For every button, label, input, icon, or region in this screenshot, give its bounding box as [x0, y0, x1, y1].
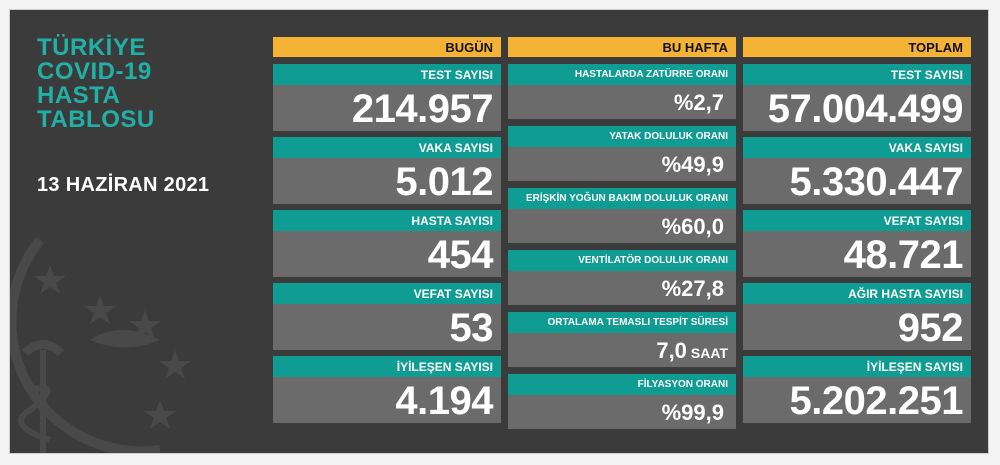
card-value: 5.202.251 [743, 377, 971, 423]
title-line: COVID-19 [37, 58, 152, 85]
week-bed-card: YATAK DOLULUK ORANI %49,9 [508, 126, 736, 181]
covid-dashboard: TÜRKİYE COVID-19 HASTA TABLOSU 13 HAZİRA… [9, 9, 989, 454]
card-label: HASTALARDA ZATÜRRE ORANI [508, 64, 736, 85]
total-header: TOPLAM [743, 37, 971, 57]
card-value: %99,9 [508, 395, 736, 429]
card-value: 952 [743, 304, 971, 350]
week-icu-card: ERİŞKİN YOĞUN BAKIM DOLULUK ORANI %60,0 [508, 188, 736, 243]
value-text: %99,9 [661, 400, 724, 425]
week-ventilator-card: VENTİLATÖR DOLULUK ORANI %27,8 [508, 250, 736, 305]
card-value: 7,0 SAAT [508, 333, 736, 367]
card-label: VAKA SAYISI [743, 137, 971, 158]
today-header: BUGÜN [273, 37, 501, 57]
card-label: İYİLEŞEN SAYISI [743, 356, 971, 377]
card-value: 5.330.447 [743, 158, 971, 204]
today-test-card: TEST SAYISI 214.957 [273, 64, 501, 131]
today-case-card: VAKA SAYISI 5.012 [273, 137, 501, 204]
today-column: BUGÜN TEST SAYISI 214.957 VAKA SAYISI 5.… [273, 37, 501, 423]
today-patient-card: HASTA SAYISI 454 [273, 210, 501, 277]
value-text: 7,0 [656, 338, 687, 363]
week-header: BU HAFTA [508, 37, 736, 57]
total-test-card: TEST SAYISI 57.004.499 [743, 64, 971, 131]
card-value: %49,9 [508, 147, 736, 181]
dashboard-title: TÜRKİYE COVID-19 HASTA TABLOSU [37, 36, 155, 132]
card-label: VENTİLATÖR DOLULUK ORANI [508, 250, 736, 271]
card-label: HASTA SAYISI [273, 210, 501, 231]
card-label: VEFAT SAYISI [743, 210, 971, 231]
card-label: VAKA SAYISI [273, 137, 501, 158]
card-label: YATAK DOLULUK ORANI [508, 126, 736, 147]
value-text: %27,8 [661, 276, 724, 301]
title-line: TABLOSU [37, 106, 155, 133]
value-unit: SAAT [690, 345, 728, 361]
card-label: TEST SAYISI [743, 64, 971, 85]
card-value: %60,0 [508, 209, 736, 243]
card-value: 48.721 [743, 231, 971, 277]
report-date: 13 HAZİRAN 2021 [37, 174, 210, 196]
card-label: FİLYASYON ORANI [508, 374, 736, 395]
ministry-emblem-watermark [10, 236, 191, 453]
week-pneumonia-card: HASTALARDA ZATÜRRE ORANI %2,7 [508, 64, 736, 119]
card-value: 5.012 [273, 158, 501, 204]
total-recovered-card: İYİLEŞEN SAYISI 5.202.251 [743, 356, 971, 423]
value-text: %2,7 [673, 90, 724, 115]
card-value: 53 [273, 304, 501, 350]
card-value: %2,7 [508, 85, 736, 119]
title-line: TÜRKİYE [37, 34, 146, 61]
total-severe-card: AĞIR HASTA SAYISI 952 [743, 283, 971, 350]
week-filiation-card: FİLYASYON ORANI %99,9 [508, 374, 736, 429]
week-column: BU HAFTA HASTALARDA ZATÜRRE ORANI %2,7 Y… [508, 37, 736, 429]
card-value: 4.194 [273, 377, 501, 423]
card-label: VEFAT SAYISI [273, 283, 501, 304]
card-label: ORTALAMA TEMASLI TESPİT SÜRESİ [508, 312, 736, 333]
total-case-card: VAKA SAYISI 5.330.447 [743, 137, 971, 204]
total-column: TOPLAM TEST SAYISI 57.004.499 VAKA SAYIS… [743, 37, 971, 423]
value-text: %49,9 [661, 152, 724, 177]
card-label: ERİŞKİN YOĞUN BAKIM DOLULUK ORANI [508, 188, 736, 209]
today-death-card: VEFAT SAYISI 53 [273, 283, 501, 350]
card-label: TEST SAYISI [273, 64, 501, 85]
card-value: 57.004.499 [743, 85, 971, 131]
total-death-card: VEFAT SAYISI 48.721 [743, 210, 971, 277]
card-value: 214.957 [273, 85, 501, 131]
card-label: AĞIR HASTA SAYISI [743, 283, 971, 304]
today-recovered-card: İYİLEŞEN SAYISI 4.194 [273, 356, 501, 423]
value-text: %60,0 [661, 214, 724, 239]
card-value: 454 [273, 231, 501, 277]
card-value: %27,8 [508, 271, 736, 305]
card-label: İYİLEŞEN SAYISI [273, 356, 501, 377]
title-line: HASTA [37, 82, 121, 109]
week-contact-time-card: ORTALAMA TEMASLI TESPİT SÜRESİ 7,0 SAAT [508, 312, 736, 367]
